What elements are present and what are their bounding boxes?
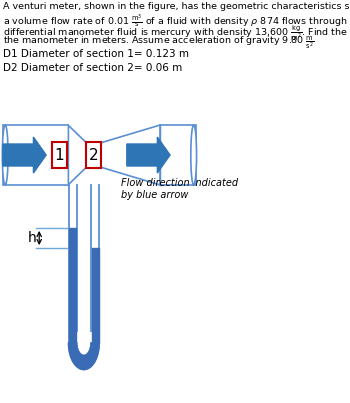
Polygon shape [92, 185, 99, 343]
Text: 2: 2 [89, 147, 99, 162]
Bar [86, 142, 102, 168]
Text: a volume flow rate of 0.01 $\mathregular{\frac{m^3}{s}}$ of a fluid with density: a volume flow rate of 0.01 $\mathregular… [3, 13, 350, 31]
Polygon shape [127, 137, 170, 173]
Text: 1: 1 [55, 147, 64, 162]
Polygon shape [97, 125, 160, 185]
Bar [88, 144, 97, 166]
Bar [52, 142, 67, 168]
Polygon shape [3, 137, 46, 173]
Bar [160, 125, 196, 185]
Bar [3, 125, 68, 185]
Text: Flow direction indicated
by blue arrow: Flow direction indicated by blue arrow [121, 178, 238, 199]
Ellipse shape [2, 125, 8, 185]
Text: D1 Diameter of section 1= 0.123 m: D1 Diameter of section 1= 0.123 m [3, 49, 189, 59]
Polygon shape [68, 125, 88, 185]
Polygon shape [69, 343, 99, 370]
Ellipse shape [191, 125, 197, 185]
Text: A venturi meter, shown in the figure, has the geometric characteristics supplied: A venturi meter, shown in the figure, ha… [3, 2, 350, 11]
Polygon shape [92, 248, 99, 343]
Polygon shape [69, 185, 76, 343]
Text: D2 Diameter of section 2= 0.06 m: D2 Diameter of section 2= 0.06 m [3, 63, 182, 73]
Polygon shape [69, 228, 76, 343]
Text: differential manometer fluid is mercury with density 13,600 $\mathregular{\frac{: differential manometer fluid is mercury … [3, 24, 350, 44]
Text: h: h [27, 231, 36, 245]
Polygon shape [69, 343, 99, 370]
Text: the manometer in meters. Assume acceleration of gravity 9.80 $\mathregular{\frac: the manometer in meters. Assume accelera… [3, 35, 314, 52]
